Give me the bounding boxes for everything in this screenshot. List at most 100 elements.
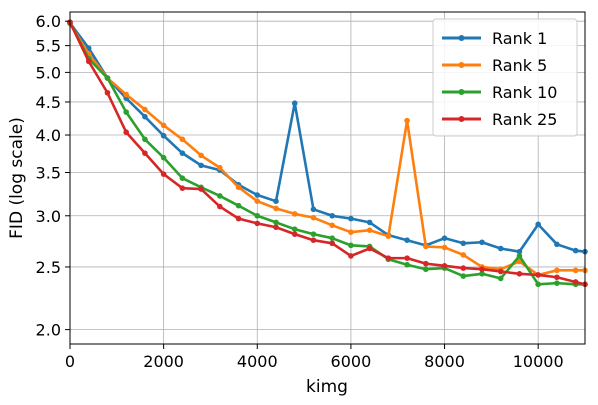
data-point-rank-25 (385, 255, 392, 261)
y-tick-label: 3.0 (36, 207, 61, 226)
data-point-rank-5 (423, 243, 429, 250)
data-point-rank-25 (329, 240, 335, 247)
data-point-rank-10 (348, 242, 354, 249)
data-point-rank-5 (385, 233, 392, 239)
y-tick-label: 6.0 (36, 12, 61, 31)
data-point-rank-10 (179, 175, 186, 181)
data-point-rank-10 (423, 266, 429, 273)
data-point-rank-25 (217, 203, 223, 210)
data-point-rank-25 (348, 253, 354, 259)
data-point-rank-25 (291, 231, 298, 237)
data-point-rank-25 (160, 171, 167, 177)
data-point-rank-25 (497, 268, 504, 275)
data-point-rank-5 (329, 222, 335, 229)
data-point-rank-10 (254, 212, 261, 219)
data-point-rank-5 (572, 267, 579, 274)
data-point-rank-5 (348, 229, 354, 235)
data-point-rank-10 (291, 226, 298, 232)
data-point-rank-5 (198, 152, 204, 159)
legend-label-rank-5: Rank 5 (492, 56, 547, 75)
data-point-rank-5 (179, 136, 186, 143)
data-point-rank-5 (441, 244, 448, 251)
data-point-rank-1 (160, 132, 167, 139)
data-point-rank-25 (254, 220, 261, 227)
data-point-rank-25 (142, 150, 148, 156)
data-point-rank-5 (554, 267, 560, 274)
series-rank-1 (67, 20, 588, 255)
data-point-rank-10 (516, 253, 523, 259)
data-point-rank-25 (179, 185, 186, 191)
data-point-rank-10 (217, 193, 223, 199)
x-tick-label: 0 (65, 352, 75, 371)
y-axis-label: FID (log scale) (7, 117, 27, 239)
data-point-rank-10 (535, 281, 541, 288)
data-point-rank-1 (329, 212, 335, 219)
y-tick-label: 2.0 (36, 321, 61, 340)
x-tick-label: 6000 (331, 352, 372, 371)
data-point-rank-10 (273, 219, 279, 226)
data-point-rank-1 (198, 162, 204, 169)
data-point-rank-10 (329, 235, 335, 241)
data-point-rank-10 (310, 231, 317, 237)
data-point-rank-1 (441, 235, 448, 241)
data-point-rank-5 (291, 211, 298, 217)
x-tick-label: 8000 (424, 352, 465, 371)
data-point-rank-1 (142, 113, 148, 120)
y-tick-label: 4.5 (36, 93, 61, 112)
data-point-rank-10 (497, 275, 504, 282)
data-point-rank-1 (273, 198, 279, 204)
data-point-rank-10 (554, 280, 560, 286)
data-point-rank-5 (254, 198, 261, 204)
data-point-rank-25 (554, 274, 560, 281)
y-tick-label: 3.5 (36, 164, 61, 183)
plot-frame (69, 11, 586, 345)
legend-marker-rank-1 (458, 35, 465, 41)
data-point-rank-5 (142, 106, 148, 113)
data-point-rank-25 (366, 245, 373, 252)
data-point-rank-1 (554, 241, 560, 248)
x-axis-label: kimg (306, 377, 348, 397)
series-rank-25 (67, 19, 588, 288)
data-point-rank-5 (273, 205, 279, 212)
data-point-rank-10 (142, 136, 148, 143)
data-point-rank-25 (198, 186, 204, 192)
legend-label-rank-1: Rank 1 (492, 29, 547, 48)
legend-label-rank-25: Rank 25 (492, 110, 557, 129)
data-point-rank-25 (123, 129, 129, 136)
legend-marker-rank-10 (458, 89, 465, 95)
data-point-rank-25 (572, 279, 579, 285)
data-point-rank-5 (366, 227, 373, 233)
data-point-rank-5 (217, 164, 223, 171)
data-point-rank-1 (572, 247, 579, 254)
axis-ticks: 0 2000 4000 6000 8000 10000 2.0 2.5 3.0 3.5 4.0 4.5… (36, 12, 564, 371)
x-tick-label: 2000 (143, 352, 184, 371)
legend-label-rank-10: Rank 10 (492, 83, 557, 102)
data-point-rank-1 (291, 100, 298, 107)
data-point-rank-5 (235, 184, 242, 191)
y-tick-label: 2.5 (36, 258, 61, 277)
x-tick-label: 4000 (237, 352, 278, 371)
data-point-rank-25 (273, 224, 279, 231)
data-point-rank-10 (160, 154, 167, 161)
data-point-rank-1 (254, 192, 261, 198)
data-point-rank-10 (123, 109, 129, 115)
data-point-rank-25 (423, 260, 429, 267)
data-point-rank-1 (366, 219, 373, 226)
data-point-rank-25 (235, 215, 242, 222)
data-point-rank-25 (460, 265, 467, 271)
x-tick-label: 10000 (513, 352, 564, 371)
data-point-rank-25 (104, 89, 111, 96)
legend-marker-rank-5 (458, 62, 465, 68)
data-point-rank-25 (516, 270, 523, 277)
data-point-rank-10 (479, 270, 485, 277)
data-point-rank-25 (404, 255, 410, 261)
data-point-rank-1 (497, 245, 504, 252)
series-group (67, 19, 588, 288)
data-point-rank-5 (160, 122, 167, 129)
legend: Rank 1 Rank 5 Rank 10 Rank 25 (432, 18, 578, 137)
data-point-rank-1 (516, 248, 523, 255)
data-point-rank-10 (460, 273, 467, 279)
y-tick-label: 5.0 (36, 63, 61, 82)
data-point-rank-1 (460, 240, 467, 247)
